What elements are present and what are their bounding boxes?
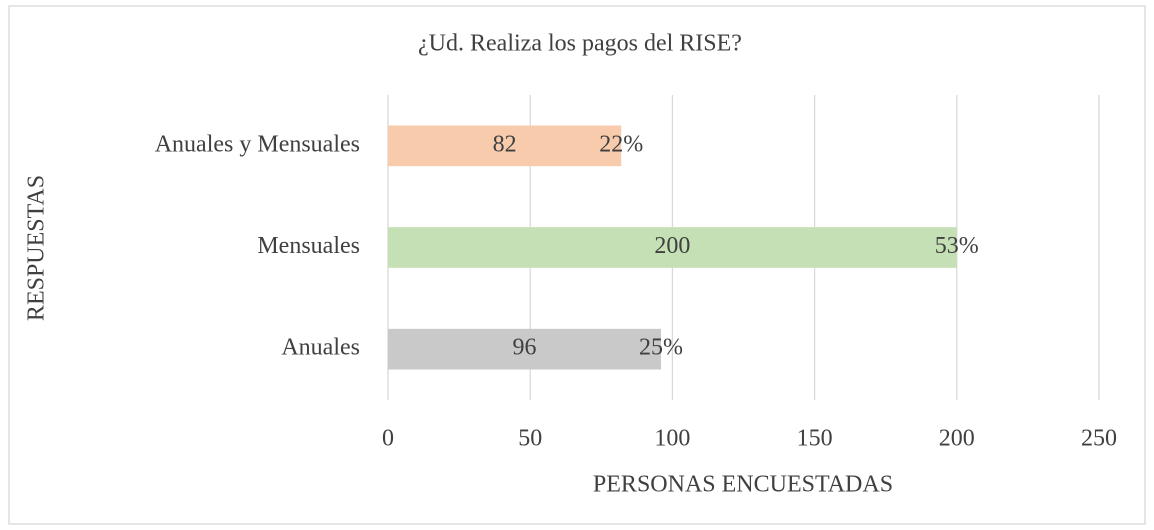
x-tick-label: 50: [518, 426, 542, 452]
bar: [388, 227, 957, 268]
value-label: 82: [493, 131, 517, 157]
x-tick-label: 100: [654, 426, 690, 452]
y-tick-label: Anuales y Mensuales: [155, 131, 360, 157]
y-tick-label: Anuales: [281, 335, 360, 361]
chart-title: ¿Ud. Realiza los pagos del RISE?: [418, 31, 742, 57]
value-label: 96: [513, 335, 537, 361]
x-tick-label: 250: [1081, 426, 1117, 452]
y-tick-label: Mensuales: [257, 233, 360, 259]
bar: [388, 125, 622, 167]
y-axis-title: RESPUESTAS: [24, 175, 50, 321]
x-tick-label: 150: [797, 426, 833, 452]
value-label: 200: [654, 233, 690, 259]
share-label: 53%: [935, 233, 979, 259]
x-tick-label: 0: [382, 426, 394, 452]
share-label: 25%: [639, 335, 683, 361]
bar: [388, 328, 662, 370]
share-label: 22%: [599, 131, 643, 157]
x-tick-label: 200: [939, 426, 975, 452]
x-axis-title: PERSONAS ENCUESTADAS: [593, 472, 893, 498]
